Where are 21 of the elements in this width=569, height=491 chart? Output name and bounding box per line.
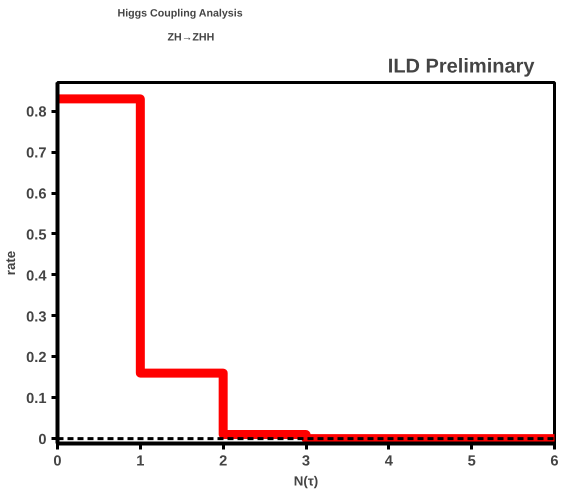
y-tick-label: 0.3 [26,309,46,326]
x-axis-title: N(τ) [294,474,318,488]
x-tick-label: 3 [302,454,310,470]
chart-subtitle: ZH→ZHH [168,32,214,44]
x-tick-label: 1 [136,454,144,470]
y-tick-label: 0.8 [26,104,46,121]
chart-title: Higgs Coupling Analysis [118,8,243,20]
text: ILD Preliminary [388,56,536,78]
y-tick-label: 0.1 [26,391,46,408]
x-tick-label: 2 [219,454,228,470]
x-tick-label: 0 [53,454,62,470]
y-axis-title: rate [3,250,18,276]
y-tick-label: 0.6 [26,186,46,203]
y-tick-label: 0.2 [26,350,46,366]
x-tick-label: 5 [468,454,476,470]
x-tick-label: 4 [384,454,394,470]
x-tick-label: 6 [550,454,559,470]
y-tick-label: 0.7 [26,146,46,162]
y-tick-label: 0.5 [26,227,46,244]
y-tick-label: 0 [38,432,47,448]
y-tick-label: 0.4 [26,268,48,284]
